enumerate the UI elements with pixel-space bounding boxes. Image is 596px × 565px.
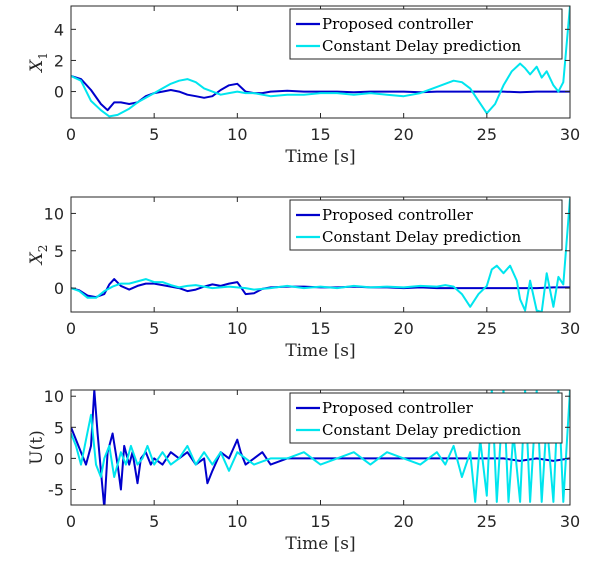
y-tick-label: 0 [54,279,64,298]
y-axis-label: X1 [27,52,50,74]
series-line-constant-delay [71,6,570,118]
panel-x2: 0 5 10 15 20 25 30 0 5 10 Time [s] X2 Proposed contr… [27,196,580,361]
x-tick-label: 15 [310,512,330,531]
series-line-proposed [71,75,570,112]
legend-label: Proposed controller [322,206,474,224]
legend: Proposed controller Constant Delay predic… [289,199,563,251]
x-axis-label: Time [s] [285,147,355,167]
x-tick-label: 15 [310,125,330,144]
x-tick-label: 0 [66,319,76,338]
y-tick-label: 10 [44,387,64,406]
x-tick-label: 10 [227,319,247,338]
x-tick-label: 15 [310,319,330,338]
x-tick-label: 25 [477,319,497,338]
x-tick-label: 20 [393,512,413,531]
x-tick-label: 10 [227,125,247,144]
y-tick-label: -5 [48,480,64,499]
legend-label: Constant Delay prediction [322,421,521,439]
y-axis-label: U(t) [27,430,47,464]
series-line-proposed [71,278,570,299]
x-tick-label: 10 [227,512,247,531]
legend-label: Constant Delay prediction [322,228,521,246]
legend-box [289,199,563,251]
x-tick-label: 25 [477,512,497,531]
y-axis-label-subscript: 1 [36,52,50,60]
x-axis-label: Time [s] [285,534,355,554]
x-tick-label: 30 [560,319,580,338]
x-tick-label: 5 [149,512,159,531]
legend: Proposed controller Constant Delay predic… [289,8,563,60]
panel-x1: 0 5 10 15 20 25 30 0 2 4 Time [s] X1 Proposed contro… [27,5,580,167]
y-tick-label: 5 [54,418,64,437]
legend: Proposed controller Constant Delay predic… [289,392,563,444]
legend-label: Proposed controller [322,399,474,417]
x-tick-label: 5 [149,125,159,144]
x-tick-label: 20 [393,125,413,144]
y-tick-label: 5 [54,242,64,261]
x-tick-label: 0 [66,512,76,531]
y-tick-label: 0 [54,449,64,468]
x-axis-label: Time [s] [285,341,355,361]
x-tick-label: 30 [560,125,580,144]
legend-label: Proposed controller [322,15,474,33]
x-tick-label: 20 [393,319,413,338]
legend-box [289,392,563,444]
series-line-constant-delay [71,390,570,503]
y-axis-label-subscript: 2 [36,245,50,253]
y-tick-label: 0 [54,83,64,102]
y-tick-label: 4 [54,20,64,39]
x-tick-label: 25 [477,125,497,144]
x-tick-label: 5 [149,319,159,338]
x-tick-label: 0 [66,125,76,144]
y-tick-label: 2 [54,51,64,70]
y-tick-label: 10 [44,204,64,223]
y-axis-label: X2 [27,245,50,267]
legend-box [289,8,563,60]
legend-label: Constant Delay prediction [322,37,521,55]
series-line-constant-delay [71,198,570,312]
x-tick-label: 30 [560,512,580,531]
